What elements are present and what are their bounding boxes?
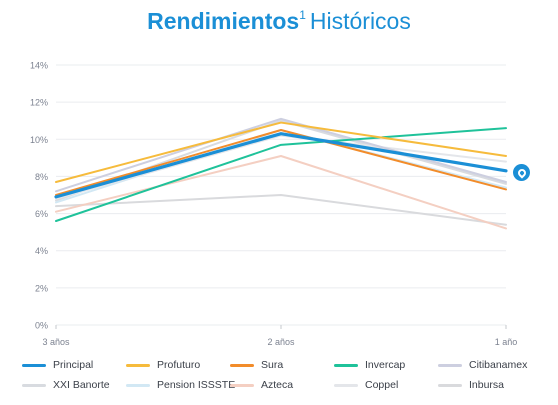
series-line	[55, 129, 507, 204]
legend-item[interactable]: Inbursa	[438, 379, 542, 391]
title-footnote-mark: 1	[299, 8, 306, 22]
legend-swatch	[334, 383, 358, 387]
y-tick-label: 2%	[35, 283, 48, 293]
legend-row: XXI Banorte Pension ISSSTE Azteca Coppel Inb…	[22, 375, 542, 395]
legend-item[interactable]: Invercap	[334, 359, 438, 371]
legend-label: XXI Banorte	[53, 379, 110, 391]
legend-label: Sura	[261, 359, 284, 371]
series-line	[55, 129, 507, 196]
legend-item[interactable]: Coppel	[334, 379, 438, 391]
legend-label: Azteca	[261, 379, 294, 391]
y-tick-label: 0%	[35, 321, 48, 331]
legend-swatch	[438, 363, 462, 367]
y-tick-label: 10%	[30, 135, 48, 145]
legend-swatch	[126, 383, 150, 387]
legend-row: Principal Profuturo Sura Invercap Citibaname…	[22, 355, 542, 375]
legend-item[interactable]: Profuturo	[126, 359, 230, 371]
y-tick-label: 14%	[30, 61, 48, 71]
legend-swatch	[126, 363, 150, 367]
y-tick-label: 8%	[35, 172, 48, 182]
series-line	[55, 194, 507, 226]
x-tick-label: 1 año	[495, 337, 518, 347]
series-line	[55, 155, 507, 230]
legend-swatch	[334, 363, 358, 367]
legend-swatch	[230, 363, 254, 367]
series-line	[55, 121, 507, 183]
legend-label: Citibanamex	[469, 359, 528, 371]
title-main: Rendimientos	[147, 8, 300, 34]
legend-swatch	[22, 363, 46, 367]
x-tick-label: 3 años	[42, 337, 70, 347]
legend-swatch	[438, 383, 462, 387]
legend-label: Inbursa	[469, 379, 505, 391]
y-tick-label: 6%	[35, 209, 48, 219]
y-tick-label: 4%	[35, 246, 48, 256]
legend-item[interactable]: Sura	[230, 359, 334, 371]
principal-logo-icon	[513, 164, 530, 181]
legend-label: Invercap	[365, 359, 406, 371]
legend-item[interactable]: Azteca	[230, 379, 334, 391]
series-line	[55, 117, 507, 193]
legend-swatch	[22, 383, 46, 387]
legend-label: Profuturo	[157, 359, 201, 371]
badge-glyph	[515, 166, 528, 179]
chart-legend: Principal Profuturo Sura Invercap Citibaname…	[22, 355, 542, 395]
chart-title: Rendimientos1 Históricos	[0, 8, 558, 35]
legend-swatch	[230, 383, 254, 387]
series-line	[55, 134, 507, 200]
legend-item[interactable]: Pension ISSSTE	[126, 379, 235, 391]
series-line	[55, 127, 507, 222]
series-line	[54, 132, 508, 199]
y-tick-label: 12%	[30, 98, 48, 108]
legend-item[interactable]: Citibanamex	[438, 359, 542, 371]
legend-item[interactable]: XXI Banorte	[22, 379, 126, 391]
legend-label: Coppel	[365, 379, 399, 391]
x-tick-label: 2 años	[267, 337, 295, 347]
legend-label: Principal	[53, 359, 94, 371]
legend-item[interactable]: Principal	[22, 359, 126, 371]
legend-label: Pension ISSSTE	[157, 379, 236, 391]
title-rest: Históricos	[309, 8, 411, 34]
